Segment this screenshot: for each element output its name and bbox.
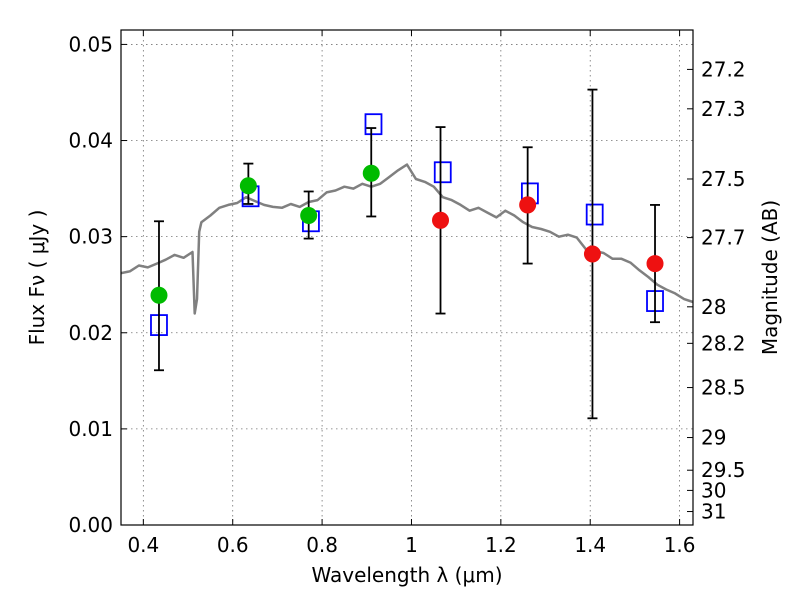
model-flux-square [364,113,383,136]
x-tick-label: 1 [405,533,418,557]
right-tick-label: 31 [701,500,726,524]
right-tick-label: 27.2 [701,57,746,81]
x-tick-label: 1.6 [664,533,696,557]
right-axis-label: Magnitude (AB) [758,200,782,355]
right-tick-label: 28 [701,295,726,319]
y-tick-label: 0.03 [68,225,113,249]
x-axis-label: Wavelength λ (μm) [311,563,502,587]
right-tick-label: 27.3 [701,97,746,121]
right-tick-label: 28.5 [701,376,746,400]
y-tick-label: 0.05 [68,32,113,56]
x-tick-label: 1.2 [485,533,517,557]
observed-flux-point [239,177,257,195]
plot-frame [120,29,694,526]
x-tick-label: 0.6 [217,533,249,557]
y-tick-label: 0.00 [68,513,113,537]
y-axis-label: Flux Fν ( μJy ) [25,210,49,346]
grid-lines [121,30,693,526]
right-tick-label: 28.2 [701,331,746,355]
x-tick-label: 0.8 [306,533,338,557]
x-axis-ticks: 0.4 0.6 0.8 1 1.2 1.4 1.6 [127,30,696,557]
x-tick-label: 1.4 [574,533,606,557]
observed-flux-point [432,211,450,229]
y-tick-label: 0.02 [68,321,113,345]
right-tick-label: 29 [701,426,726,450]
marker-layer [150,88,664,420]
y-tick-label: 0.04 [68,129,113,153]
observed-flux-point [583,245,601,263]
observed-flux-point [362,164,380,182]
right-tick-label: 27.5 [701,167,746,191]
right-tick-label: 27.7 [701,226,746,250]
observed-flux-point [300,207,318,225]
y-axis-ticks: 0.00 0.01 0.02 0.03 0.04 0.05 [68,32,127,537]
right-tick-label: 29.5 [701,458,746,482]
y-tick-label: 0.01 [68,417,113,441]
observed-flux-point [150,286,168,304]
x-tick-label: 0.4 [127,533,159,557]
observed-flux-point [519,196,537,214]
model-flux-square [585,203,604,226]
right-tick-label: 30 [701,478,726,502]
model-spectrum-line [121,163,693,315]
observed-flux-point [646,255,664,273]
model-flux-square [433,161,452,184]
spectrum-line-layer [121,163,693,315]
